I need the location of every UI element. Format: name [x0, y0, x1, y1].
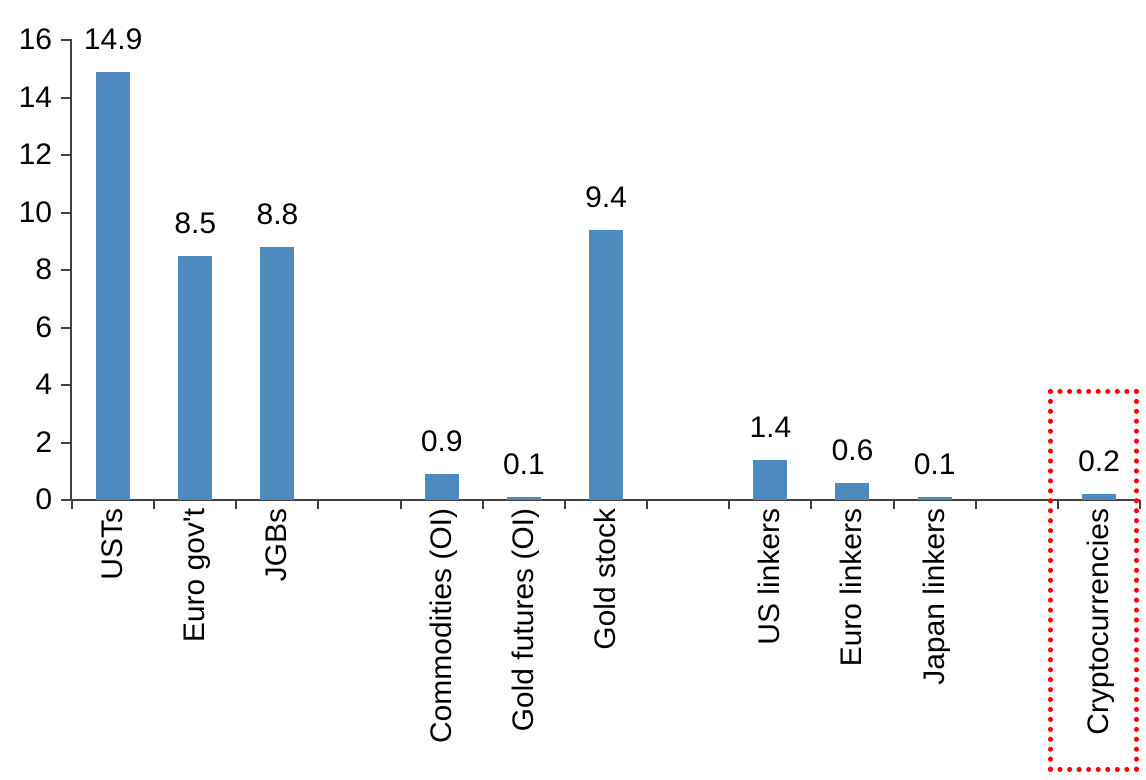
x-tick: [646, 500, 649, 509]
bar-value-label-us-linkers: 1.4: [749, 411, 792, 444]
bar-euro-linkers: [835, 483, 870, 500]
y-tick: [61, 269, 72, 271]
y-tick: [61, 154, 72, 156]
bar-gold-stock: [589, 230, 623, 500]
x-tick: [810, 500, 813, 509]
bar-value-label-jgbs: 8.8: [256, 198, 299, 231]
x-tick: [153, 500, 156, 509]
category-label-japan-linkers: Japan linkers: [917, 508, 951, 685]
y-tick: [61, 211, 72, 214]
bar-value-label-euro-linkers: 0.6: [831, 434, 874, 467]
y-tick-label: 8: [35, 253, 52, 286]
bar-commodities-oi: [424, 474, 459, 500]
category-label-euro-linkers: Euro linkers: [835, 508, 869, 667]
x-tick: [1139, 500, 1141, 509]
y-tick: [61, 39, 72, 41]
bar-value-label-commodities-oi: 0.9: [420, 425, 463, 458]
bar-value-label-usts: 14.9: [83, 23, 143, 56]
bar-jgbs: [260, 247, 295, 500]
y-tick-label: 14: [18, 80, 52, 114]
y-tick-label: 10: [18, 195, 52, 229]
y-tick: [61, 441, 72, 444]
y-tick-label: 6: [35, 310, 52, 344]
y-tick-label: 4: [35, 368, 52, 401]
x-tick: [317, 500, 320, 509]
x-tick: [563, 500, 566, 509]
bar-value-label-cryptocurrencies: 0.2: [1078, 445, 1120, 478]
highlight-box: [1047, 389, 1139, 772]
bar-value-label-euro-gov-t: 8.5: [174, 207, 217, 240]
x-tick: [71, 500, 73, 509]
y-tick-label: 2: [35, 425, 52, 459]
y-tick: [61, 326, 72, 329]
y-tick-label: 0: [35, 483, 52, 516]
bar-usts: [96, 72, 131, 500]
x-tick: [235, 500, 238, 509]
y-tick-label: 16: [18, 23, 52, 56]
bar-value-label-japan-linkers: 0.1: [913, 448, 956, 481]
bar-japan-linkers: [917, 497, 952, 500]
bar-value-label-gold-futures-oi: 0.1: [502, 448, 545, 481]
x-tick: [974, 500, 977, 509]
category-label-usts: USTs: [96, 508, 129, 580]
x-tick: [481, 500, 484, 509]
x-tick: [399, 500, 402, 509]
bar-gold-futures-oi: [506, 497, 541, 500]
y-tick-label: 12: [18, 138, 52, 171]
x-tick: [1056, 500, 1059, 509]
y-tick: [61, 96, 72, 99]
bar-us-linkers: [753, 460, 788, 500]
category-label-commodities-oi: Commodities (OI): [424, 508, 458, 744]
x-tick: [728, 500, 731, 509]
category-label-gold-futures-oi: Gold futures (OI): [506, 508, 540, 732]
bar-euro-gov-t: [178, 256, 213, 500]
bar-cryptocurrencies: [1081, 494, 1116, 500]
bar-value-label-gold-stock: 9.4: [585, 181, 627, 214]
category-label-euro-gov-t: Euro gov't: [178, 508, 212, 643]
y-tick: [61, 384, 72, 386]
y-tick: [61, 499, 72, 501]
category-label-jgbs: JGBs: [260, 508, 294, 582]
x-axis-line: [70, 499, 1140, 501]
x-tick: [892, 500, 895, 509]
category-label-gold-stock: Gold stock: [588, 508, 622, 650]
category-label-us-linkers: US linkers: [753, 508, 787, 645]
